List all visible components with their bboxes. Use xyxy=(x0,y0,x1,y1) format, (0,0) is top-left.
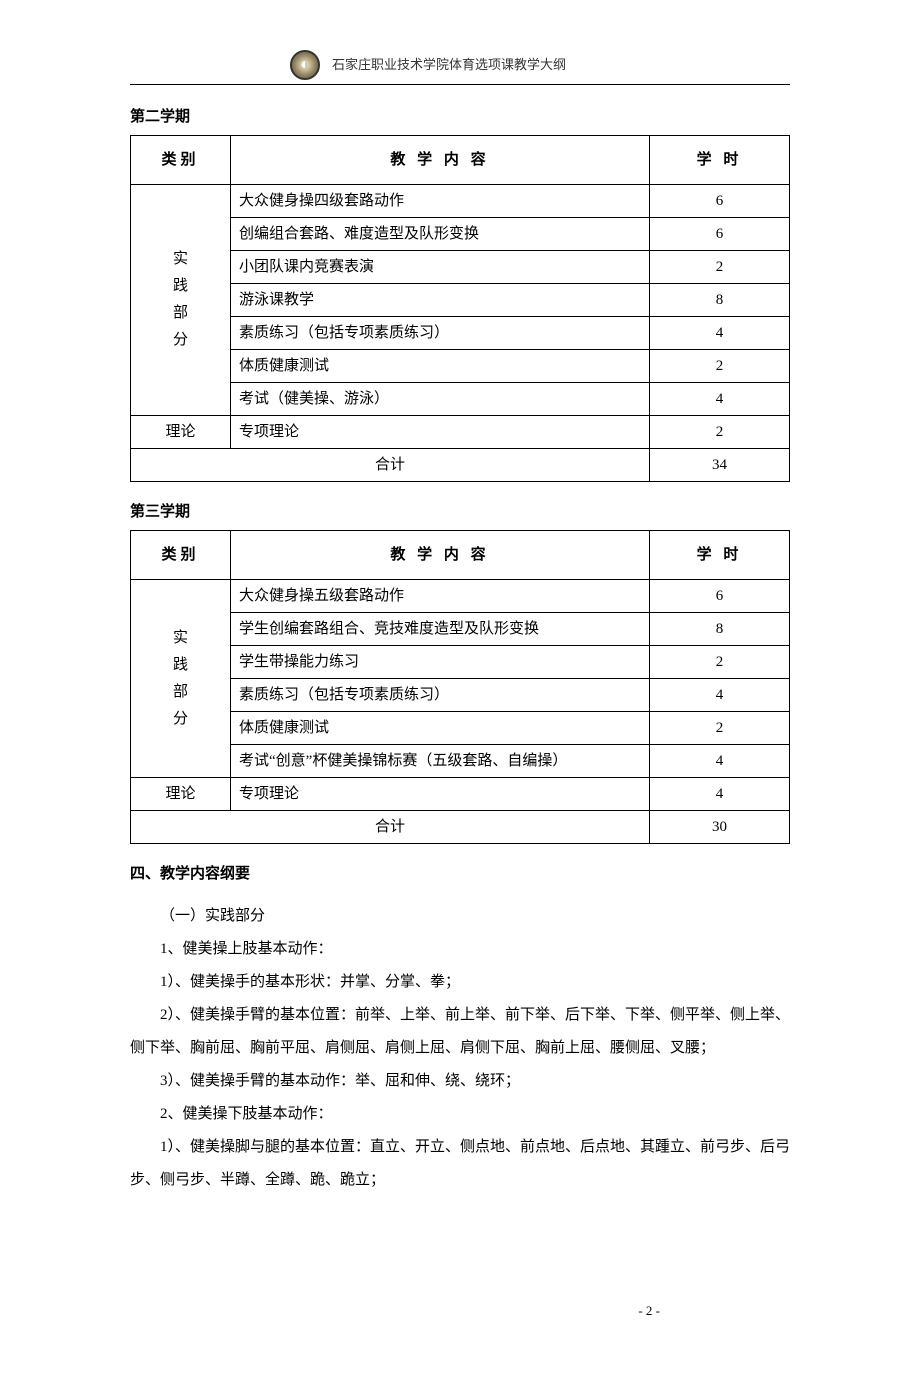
content-cell: 体质健康测试 xyxy=(231,712,650,745)
col-header-category: 类别 xyxy=(131,136,231,185)
hours-cell: 4 xyxy=(650,679,790,712)
col-header-hours: 学 时 xyxy=(650,136,790,185)
practice-category-cell: 实践部分 xyxy=(131,580,231,778)
total-hours-cell: 34 xyxy=(650,449,790,482)
table-row: 理论 专项理论 2 xyxy=(131,416,790,449)
hours-cell: 6 xyxy=(650,580,790,613)
hours-cell: 8 xyxy=(650,284,790,317)
content-cell: 考试（健美操、游泳） xyxy=(231,383,650,416)
hours-cell: 4 xyxy=(650,383,790,416)
col-header-content: 教 学 内 容 xyxy=(231,136,650,185)
outline-line: 1）、健美操手的基本形状：并掌、分掌、拳； xyxy=(130,966,790,999)
document-header: ◐ 石家庄职业技术学院体育选项课教学大纲 xyxy=(290,50,790,80)
content-cell: 大众健身操五级套路动作 xyxy=(231,580,650,613)
hours-cell: 4 xyxy=(650,745,790,778)
semester3-table: 类别 教 学 内 容 学 时 实践部分 大众健身操五级套路动作 6 学生创编套路… xyxy=(130,530,790,844)
col-header-category: 类别 xyxy=(131,531,231,580)
content-cell: 体质健康测试 xyxy=(231,350,650,383)
hours-cell: 2 xyxy=(650,712,790,745)
outline-line: 2）、健美操手臂的基本位置：前举、上举、前上举、前下举、后下举、下举、侧平举、侧… xyxy=(130,999,790,1065)
col-header-content: 教 学 内 容 xyxy=(231,531,650,580)
hours-cell: 6 xyxy=(650,185,790,218)
col-header-hours: 学 时 xyxy=(650,531,790,580)
hours-cell: 4 xyxy=(650,317,790,350)
content-cell: 学生带操能力练习 xyxy=(231,646,650,679)
hours-cell: 8 xyxy=(650,613,790,646)
practice-category-cell: 实践部分 xyxy=(131,185,231,416)
semester2-heading: 第二学期 xyxy=(130,105,790,129)
table-row: 实践部分 大众健身操五级套路动作 6 xyxy=(131,580,790,613)
table-row: 理论 专项理论 4 xyxy=(131,778,790,811)
school-logo-icon: ◐ xyxy=(290,50,320,80)
hours-cell: 2 xyxy=(650,251,790,284)
content-cell: 创编组合套路、难度造型及队形变换 xyxy=(231,218,650,251)
header-divider xyxy=(130,84,790,85)
outline-heading: 四、教学内容纲要 xyxy=(130,862,790,886)
outline-line: （一）实践部分 xyxy=(130,900,790,933)
table-row: 实践部分 大众健身操四级套路动作 6 xyxy=(131,185,790,218)
semester2-table: 类别 教 学 内 容 学 时 实践部分 大众健身操四级套路动作 6 创编组合套路… xyxy=(130,135,790,482)
content-cell: 游泳课教学 xyxy=(231,284,650,317)
table-header-row: 类别 教 学 内 容 学 时 xyxy=(131,136,790,185)
content-cell: 专项理论 xyxy=(231,778,650,811)
content-cell: 素质练习（包括专项素质练习） xyxy=(231,317,650,350)
hours-cell: 6 xyxy=(650,218,790,251)
total-label-cell: 合计 xyxy=(131,811,650,844)
outline-line: 3）、健美操手臂的基本动作：举、屈和伸、绕、绕环； xyxy=(130,1065,790,1098)
outline-line: 1、健美操上肢基本动作： xyxy=(130,933,790,966)
total-hours-cell: 30 xyxy=(650,811,790,844)
content-cell: 考试“创意”杯健美操锦标赛（五级套路、自编操） xyxy=(231,745,650,778)
content-cell: 小团队课内竞赛表演 xyxy=(231,251,650,284)
theory-category-cell: 理论 xyxy=(131,778,231,811)
theory-category-cell: 理论 xyxy=(131,416,231,449)
table-total-row: 合计 34 xyxy=(131,449,790,482)
hours-cell: 2 xyxy=(650,416,790,449)
table-header-row: 类别 教 学 内 容 学 时 xyxy=(131,531,790,580)
hours-cell: 2 xyxy=(650,350,790,383)
content-cell: 学生创编套路组合、竞技难度造型及队形变换 xyxy=(231,613,650,646)
table-total-row: 合计 30 xyxy=(131,811,790,844)
content-cell: 素质练习（包括专项素质练习） xyxy=(231,679,650,712)
outline-line: 2、健美操下肢基本动作： xyxy=(130,1098,790,1131)
hours-cell: 2 xyxy=(650,646,790,679)
hours-cell: 4 xyxy=(650,778,790,811)
content-cell: 专项理论 xyxy=(231,416,650,449)
header-institution-text: 石家庄职业技术学院体育选项课教学大纲 xyxy=(332,55,566,76)
outline-line: 1）、健美操脚与腿的基本位置：直立、开立、侧点地、前点地、后点地、其踵立、前弓步… xyxy=(130,1131,790,1197)
page-number: - 2 - xyxy=(638,1301,660,1322)
content-cell: 大众健身操四级套路动作 xyxy=(231,185,650,218)
total-label-cell: 合计 xyxy=(131,449,650,482)
semester3-heading: 第三学期 xyxy=(130,500,790,524)
